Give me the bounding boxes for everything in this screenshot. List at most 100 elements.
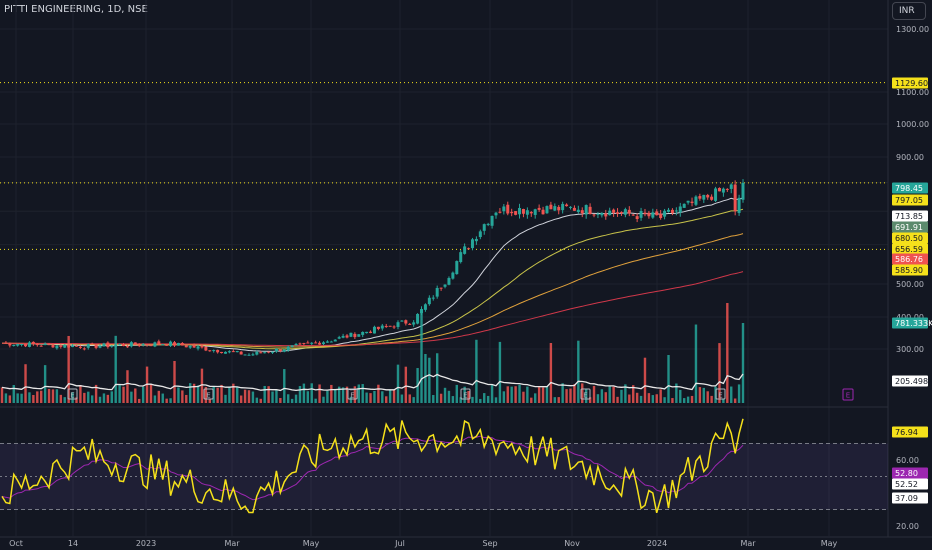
candle-body (506, 204, 510, 214)
volume-bar (604, 392, 607, 403)
volume-bar (279, 397, 282, 403)
volume-bar (596, 394, 600, 403)
volume-bar (471, 396, 474, 403)
candle-body (380, 325, 384, 329)
volume-bar (686, 396, 690, 403)
rsi-ma-line (1, 435, 744, 501)
candle-body (337, 337, 341, 339)
candle-body (204, 346, 208, 351)
candle-body (110, 345, 114, 347)
candle-body (43, 343, 47, 346)
candle-body (600, 212, 604, 216)
volume-bar (141, 386, 145, 403)
volume-bar (467, 391, 470, 403)
volume-bar (569, 388, 572, 403)
volume-bar (706, 391, 709, 403)
volume-bar (20, 393, 23, 403)
volume-bar (369, 393, 372, 403)
candle-body (365, 331, 369, 334)
candle-body (420, 309, 424, 314)
candle-body (282, 349, 286, 352)
candle-body (125, 346, 129, 348)
volume-bar (561, 383, 564, 403)
candle-body (427, 297, 431, 305)
candle-body (572, 207, 576, 211)
volume-bar (126, 370, 129, 403)
candle-body (690, 201, 694, 204)
candle-body (86, 344, 90, 348)
candle-body (286, 346, 290, 351)
price-badge: 1129.60 (892, 77, 928, 89)
candle-body (549, 204, 553, 210)
volume-bar (345, 386, 349, 403)
volume-bar (647, 393, 651, 403)
volume-bar (290, 398, 294, 403)
price-badge-bg (892, 253, 928, 265)
volume-bar (581, 383, 584, 403)
volume-bar (483, 393, 486, 403)
candle-body (137, 344, 141, 346)
price-badge-bg (892, 221, 928, 233)
candle-body (243, 354, 247, 356)
volume-bar (541, 387, 545, 403)
candle-body (220, 351, 224, 354)
volume-bar (153, 395, 157, 403)
volume-bar (710, 395, 713, 403)
volume-bar (204, 386, 208, 403)
price-badge-text: 586.76 (895, 255, 923, 264)
volume-bar (294, 394, 298, 403)
volume-bar (400, 394, 404, 403)
price-tick-label: 500.00 (896, 280, 924, 289)
candle-body (721, 188, 725, 193)
volume-bar (36, 391, 39, 403)
earnings-marker (580, 388, 591, 400)
volume-bar (412, 397, 415, 403)
candle-body (553, 206, 557, 211)
candle-body (329, 341, 333, 343)
volume-bar (675, 383, 678, 403)
candle-body (165, 344, 169, 346)
volume-bar (47, 388, 51, 403)
candle-body (16, 344, 20, 346)
candle-body (173, 342, 177, 346)
candle-body (333, 339, 337, 342)
volume-bar (71, 392, 74, 403)
candle-body (392, 326, 396, 328)
volume-bar (357, 384, 360, 403)
chart-title: PITTI ENGINEERING, 1D, NSE (4, 4, 154, 15)
candle-body (561, 203, 565, 211)
candle-body (698, 196, 702, 199)
currency-button[interactable]: INR (892, 2, 926, 20)
volume-bar (698, 387, 702, 403)
candle-body (102, 343, 106, 347)
candle-body (161, 344, 165, 346)
volume-bar (79, 385, 82, 403)
candle-body (106, 342, 110, 348)
volume-bar (365, 392, 368, 403)
rsi-badge-bg (892, 467, 928, 479)
volume-bar (498, 341, 502, 403)
earnings-marker (347, 388, 358, 400)
candle-body (196, 346, 200, 349)
candle-body (298, 343, 302, 345)
volume-bar (263, 385, 266, 403)
rsi-badge-bg (892, 426, 928, 438)
candle-body (686, 200, 690, 203)
price-badge-bg (892, 232, 928, 244)
volume-bar (102, 393, 106, 403)
candle-body (341, 335, 345, 338)
volume-bar (737, 384, 741, 403)
volume-bar (420, 313, 423, 403)
price-badge: 691.91 (892, 221, 928, 233)
volume-bar (537, 387, 541, 403)
volume-badge: 205.498K (892, 375, 932, 387)
rsi-badge-bg (892, 492, 928, 504)
candle-body (682, 203, 686, 208)
candle-body (318, 342, 322, 345)
time-tick-label: Mar (740, 539, 756, 548)
volume-bar (514, 386, 517, 403)
earnings-marker-label: E (718, 392, 722, 400)
candle-body (568, 206, 572, 208)
candle-body (459, 252, 463, 263)
